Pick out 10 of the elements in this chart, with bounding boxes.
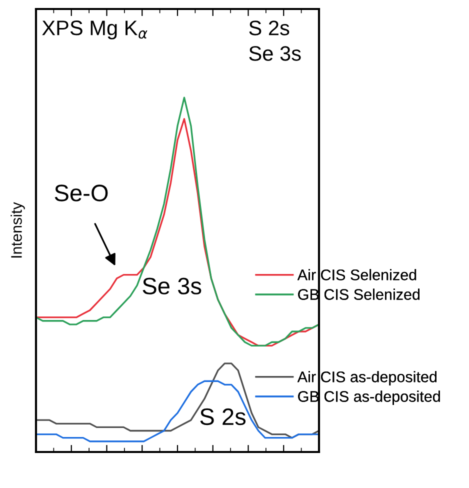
annotation: Se-O [54,184,108,202]
y-axis-title: Intensity [10,202,25,258]
annotation: Se 3s [142,278,202,294]
annotation: S 2s [200,408,246,426]
legend-label: Air CIS Selenized [297,269,416,280]
text: S 2s Se 3s [249,20,301,61]
text: XPS Mg K$_{α}$ [42,20,148,40]
legend-label: GB CIS as-deposited [298,390,440,405]
legend-label: Air CIS as-deposited [297,371,436,386]
legend-label: GB CIS Selenized [298,288,420,300]
